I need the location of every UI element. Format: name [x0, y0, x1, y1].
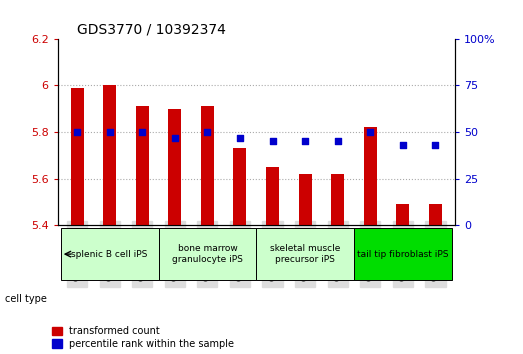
Point	[73, 129, 81, 135]
Point	[203, 129, 212, 135]
Point	[106, 129, 114, 135]
Text: tail tip fibroblast iPS: tail tip fibroblast iPS	[357, 250, 449, 259]
Point	[138, 129, 146, 135]
Bar	[103, 85, 116, 225]
Text: GDS3770 / 10392374: GDS3770 / 10392374	[77, 22, 226, 36]
Bar	[396, 204, 410, 225]
Bar	[136, 107, 149, 225]
Legend: transformed count, percentile rank within the sample: transformed count, percentile rank withi…	[52, 326, 234, 349]
Point	[366, 129, 374, 135]
Point	[236, 135, 244, 141]
Bar	[331, 174, 344, 225]
Bar	[158, 228, 256, 280]
Point	[170, 135, 179, 141]
Text: skeletal muscle
precursor iPS: skeletal muscle precursor iPS	[270, 244, 340, 264]
Point	[334, 138, 342, 144]
Bar	[354, 228, 452, 280]
Bar	[61, 228, 158, 280]
Bar	[429, 204, 442, 225]
Point	[431, 142, 440, 148]
Point	[301, 138, 309, 144]
Text: splenic B cell iPS: splenic B cell iPS	[72, 250, 148, 259]
Point	[268, 138, 277, 144]
Text: bone marrow
granulocyte iPS: bone marrow granulocyte iPS	[172, 244, 243, 264]
Bar	[201, 107, 214, 225]
Text: cell type: cell type	[5, 294, 47, 304]
Bar	[256, 228, 354, 280]
Bar	[233, 148, 246, 225]
Bar	[364, 127, 377, 225]
Bar	[71, 88, 84, 225]
Point	[399, 142, 407, 148]
Bar	[266, 167, 279, 225]
Bar	[299, 174, 312, 225]
Bar	[168, 109, 181, 225]
